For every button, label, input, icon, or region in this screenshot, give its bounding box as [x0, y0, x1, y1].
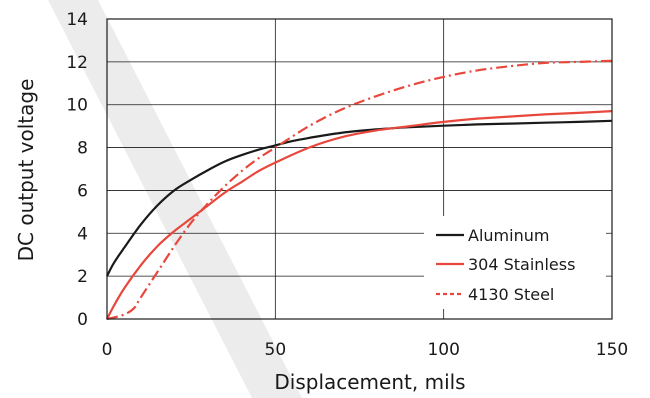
series-line-4130-steel [106, 59, 613, 321]
y-tick-label: 6 [77, 181, 88, 201]
x-tick-labels: 0 50 100 150 [102, 340, 629, 360]
series-line-304-stainless [106, 110, 613, 320]
legend-label-304-stainless: 304 Stainless [468, 255, 575, 274]
y-tick-label: 8 [77, 139, 88, 159]
legend-background [424, 216, 606, 309]
plot-frame [106, 18, 613, 320]
legend-label-aluminum: Aluminum [468, 226, 549, 245]
x-tick-label: 0 [102, 340, 113, 360]
watermark-stripe [48, 0, 302, 398]
y-tick-labels: 0 2 4 6 8 10 12 14 [66, 10, 88, 330]
x-axis-title: Displacement, mils [274, 370, 465, 394]
legend: Aluminum 304 Stainless 4130 Steel [424, 216, 606, 309]
y-tick-label: 10 [66, 96, 88, 116]
y-axis-title: DC output voltage [14, 79, 38, 262]
x-tick-label: 100 [427, 340, 459, 360]
y-tick-label: 12 [66, 53, 88, 73]
y-tick-label: 4 [77, 224, 88, 244]
x-tick-label: 50 [265, 340, 287, 360]
y-tick-label: 0 [77, 310, 88, 330]
series-line-aluminum [106, 119, 613, 277]
y-tick-label: 2 [77, 267, 88, 287]
legend-label-4130-steel: 4130 Steel [468, 285, 554, 304]
grid-lines [107, 19, 612, 319]
x-tick-label: 150 [596, 340, 628, 360]
y-tick-label: 14 [66, 10, 88, 30]
series-lines [106, 59, 613, 321]
